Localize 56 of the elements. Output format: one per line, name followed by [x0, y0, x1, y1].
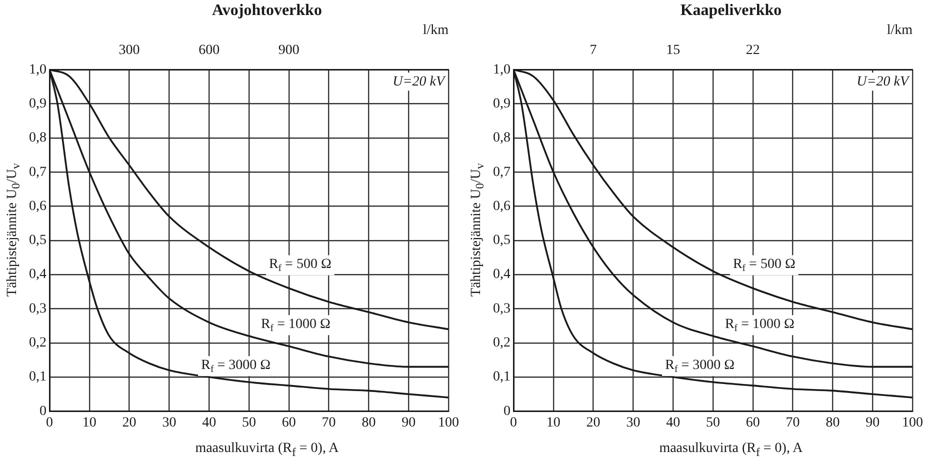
x2-tick-label: 300	[118, 42, 140, 58]
chart-title: Kaapeliverkko	[679, 2, 783, 20]
annotation: U=20 kV	[856, 74, 910, 90]
x-tick-label: 90	[866, 415, 880, 430]
y-tick-label: 0,4	[29, 267, 46, 282]
chart-title: Avojohtoverkko	[211, 2, 323, 20]
y-tick-label: 0,2	[493, 336, 510, 351]
y-tick-label: 0,2	[29, 336, 46, 351]
x-tick-label: 30	[162, 415, 176, 430]
x-tick-label: 60	[746, 415, 760, 430]
x-tick-label: 70	[786, 415, 800, 430]
y-tick-label: 0,5	[493, 233, 510, 248]
x-tick-label: 50	[706, 415, 720, 430]
x-tick-label: 70	[322, 415, 336, 430]
x2-tick-label: 600	[198, 42, 220, 58]
y-tick-label: 0,8	[493, 130, 510, 146]
x2-tick-label: 900	[278, 42, 300, 58]
x-axis-title: maasulkuvirta (R$_{f}$ = 0), A	[194, 441, 340, 459]
y-tick-label: 0,3	[493, 301, 510, 316]
y-tick-label: 0,5	[29, 233, 46, 248]
x-tick-label: 100	[902, 415, 923, 430]
x2-axis-title: l/km	[422, 23, 449, 38]
y-tick-label: 0,9	[493, 96, 510, 112]
y-tick-label: 0	[40, 404, 46, 419]
x2-tick-label: 15	[666, 42, 680, 58]
y-tick-label: 0,6	[29, 198, 46, 214]
x-tick-label: 20	[586, 415, 600, 430]
y-tick-label: 0,7	[29, 164, 46, 180]
y-tick-label: 0,9	[29, 96, 46, 112]
y-tick-label: 0,1	[29, 370, 46, 385]
y-tick-label: 0,7	[493, 164, 510, 180]
x-tick-label: 20	[122, 415, 136, 430]
x-tick-label: 80	[826, 415, 840, 430]
y-tick-label: 0,1	[493, 370, 510, 385]
y-tick-label: 1,0	[493, 62, 510, 78]
x-tick-label: 40	[202, 415, 216, 430]
x-tick-label: 40	[666, 415, 680, 430]
annotation: U=20 kV	[392, 74, 446, 90]
x2-tick-label: 22	[746, 42, 760, 58]
x-axis-title: maasulkuvirta (R$_{f}$ = 0), A	[658, 441, 804, 459]
x-tick-label: 10	[82, 415, 96, 430]
x-tick-label: 90	[402, 415, 416, 430]
y-tick-label: 0,6	[493, 198, 510, 214]
x-tick-label: 100	[438, 415, 459, 430]
x-tick-label: 80	[362, 415, 376, 430]
x-tick-label: 10	[546, 415, 560, 430]
x-tick-label: 60	[282, 415, 296, 430]
x-tick-label: 50	[242, 415, 256, 430]
y-tick-label: 0,4	[493, 267, 510, 282]
y-tick-label: 0,3	[29, 301, 46, 316]
x-tick-label: 30	[626, 415, 640, 430]
y-tick-label: 0,8	[29, 130, 46, 146]
x2-axis-title: l/km	[886, 23, 913, 38]
y-tick-label: 1,0	[29, 62, 46, 78]
x2-tick-label: 7	[590, 42, 597, 58]
y-tick-label: 0	[504, 404, 510, 419]
